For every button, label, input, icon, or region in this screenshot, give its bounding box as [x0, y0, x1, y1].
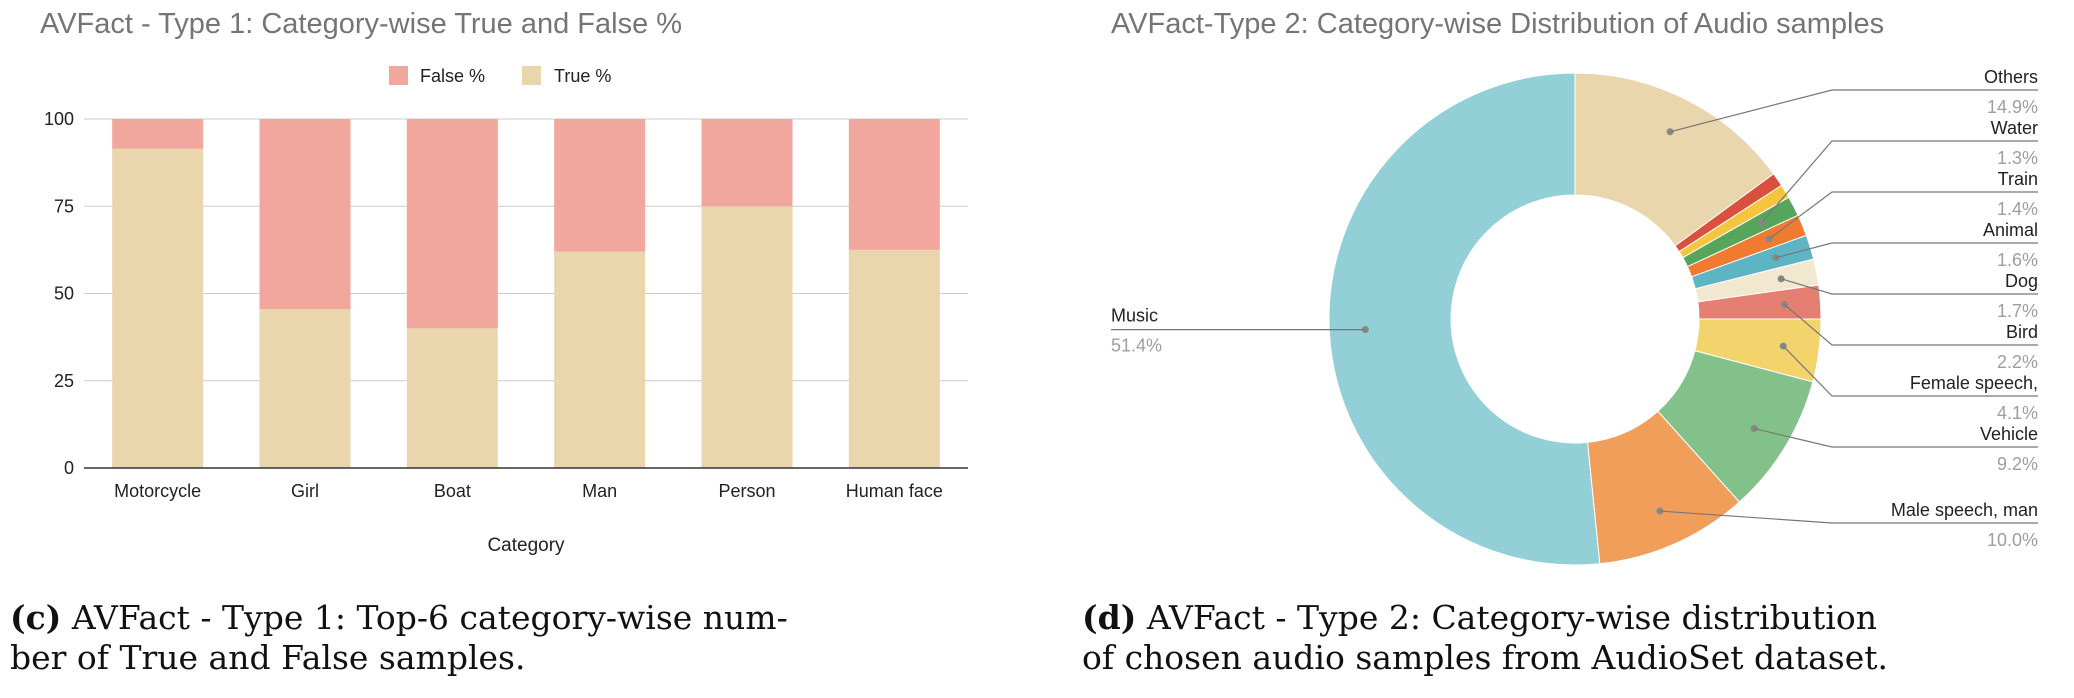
donut-slices [1328, 72, 1822, 566]
bar-x-tick-labels: Motorcycle Girl Boat Man Person Human face [114, 481, 943, 501]
donut-label: Others [1984, 67, 2038, 87]
donut-leader-line [1669, 89, 2038, 133]
bar-y-tick-label: 75 [54, 196, 74, 216]
donut-label: Bird [2006, 322, 2038, 342]
bar-y-tick-label: 25 [54, 371, 74, 391]
bar-segment [112, 119, 204, 149]
donut-leader-line [1761, 140, 2038, 224]
bar-gridlines [84, 118, 968, 382]
caption-left-line1: (c) AVFact - Type 1: Top-6 category-wise… [10, 598, 1000, 638]
donut-label: Animal [1983, 220, 2038, 240]
bar-segment [112, 148, 204, 469]
donut-leader-line [1768, 191, 2038, 240]
donut-leader-lines [1111, 89, 2038, 524]
bar-segment [259, 309, 351, 468]
donut-label-pct: 1.6% [1997, 250, 2038, 270]
bar-x-tick-label: Boat [434, 481, 471, 501]
bar-segment [848, 249, 940, 468]
caption-left: (c) AVFact - Type 1: Top-6 category-wise… [10, 598, 1000, 678]
donut-label: Water [1991, 118, 2038, 138]
bar-legend: False % True % [389, 66, 611, 86]
donut-leader-line [1754, 427, 2038, 448]
donut-label: Vehicle [1980, 424, 2038, 444]
bar-x-tick-label: Girl [291, 481, 319, 501]
caption-left-text1: AVFact - Type 1: Top-6 category-wise num… [71, 598, 788, 637]
donut-leader-line [1780, 278, 2038, 295]
bar-y-tick-label: 50 [54, 284, 74, 304]
donut-label: Male speech, man [1891, 500, 2038, 520]
bar-x-tick-label: Human face [846, 481, 943, 501]
donut-label-pct: 4.1% [1997, 403, 2038, 423]
bar-chart: AVFact - Type 1: Category-wise True and … [40, 8, 968, 556]
bar-y-tick-label: 0 [64, 458, 74, 478]
legend-label-false: False % [420, 66, 485, 86]
caption-right-line1: (d) AVFact - Type 2: Category-wise distr… [1082, 598, 2072, 638]
caption-right-text1: AVFact - Type 2: Category-wise distribut… [1146, 598, 1877, 637]
legend-label-true: True % [554, 66, 611, 86]
bar-x-tick-label: Person [718, 481, 775, 501]
legend-swatch-true [522, 66, 541, 85]
donut-label-pct: 51.4% [1111, 336, 1162, 356]
bar-chart-title: AVFact - Type 1: Category-wise True and … [40, 8, 682, 40]
donut-label: Dog [2005, 271, 2038, 291]
bar-x-tick-label: Motorcycle [114, 481, 201, 501]
caption-right-tag: (d) [1082, 598, 1137, 637]
bar-segment [259, 119, 351, 310]
donut-label-pct: 1.4% [1997, 199, 2038, 219]
donut-slice [1574, 72, 1775, 247]
donut-label: Train [1998, 169, 2038, 189]
donut-slice [1328, 72, 1601, 566]
caption-left-tag: (c) [10, 598, 62, 637]
bar-x-tick-label: Man [582, 481, 617, 501]
bar-segment [701, 206, 793, 468]
bar-x-axis-title: Category [487, 535, 565, 556]
donut-leader-line [1782, 345, 2038, 397]
caption-right-line2: of chosen audio samples from AudioSet da… [1082, 638, 1888, 677]
donut-leader-line [1659, 510, 2038, 524]
bar-series [112, 119, 940, 469]
donut-leader-dot [1656, 507, 1664, 515]
donut-chart: AVFact-Type 2: Category-wise Distributio… [1111, 8, 2038, 566]
donut-label-pct: 1.3% [1997, 148, 2038, 168]
donut-label-pct: 2.2% [1997, 352, 2038, 372]
bar-y-tick-label: 100 [44, 109, 74, 129]
donut-label-pct: 10.0% [1987, 530, 2038, 550]
bar-segment [554, 251, 646, 468]
caption-right: (d) AVFact - Type 2: Category-wise distr… [1082, 598, 2072, 678]
bar-y-tick-labels: 0 25 50 75 100 [44, 109, 74, 478]
donut-leader-line [1775, 242, 2038, 259]
caption-left-line2: ber of True and False samples. [10, 638, 526, 677]
donut-label-pct: 9.2% [1997, 454, 2038, 474]
donut-chart-title: AVFact-Type 2: Category-wise Distributio… [1111, 8, 1884, 40]
bar-segment [701, 119, 793, 207]
donut-label-pct: 14.9% [1987, 97, 2038, 117]
bar-segment [406, 119, 498, 329]
donut-leader-line [1784, 303, 2038, 346]
donut-labels: Others 14.9%Water 1.3%Train 1.4%Animal 1.6%D… [1111, 67, 2038, 550]
legend-swatch-false [389, 66, 408, 85]
donut-label: Music [1111, 306, 1158, 326]
bar-segment [848, 119, 940, 250]
donut-label: Female speech, [1910, 373, 2038, 393]
bar-segment [554, 119, 646, 252]
donut-label-pct: 1.7% [1997, 301, 2038, 321]
bar-segment [406, 328, 498, 468]
